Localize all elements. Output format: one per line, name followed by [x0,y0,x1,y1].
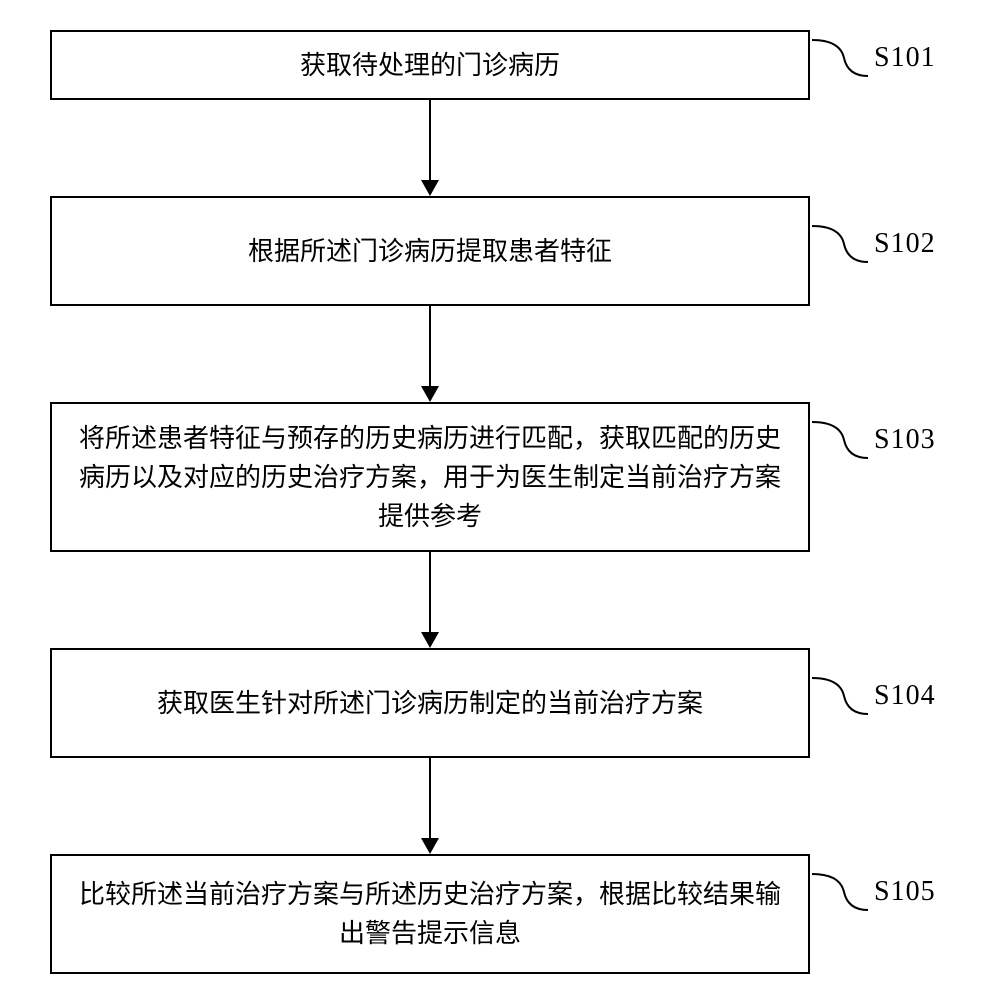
flow-box-s104: 获取医生针对所述门诊病历制定的当前治疗方案 [50,648,810,758]
flow-box-text: 根据所述门诊病历提取患者特征 [248,232,612,271]
step-label: S105 [870,876,936,908]
flow-step: 根据所述门诊病历提取患者特征 S102 [50,196,950,306]
flow-box-text: 比较所述当前治疗方案与所述历史治疗方案，根据比较结果输出警告提示信息 [70,875,790,953]
curve-connector-icon [810,872,870,912]
arrow-down-icon [421,838,439,854]
step-label-wrap: S101 [810,38,936,78]
arrow-down-icon [421,386,439,402]
curve-connector-icon [810,676,870,716]
curve-connector-icon [810,38,870,78]
step-label: S103 [870,424,936,456]
flow-box-s102: 根据所述门诊病历提取患者特征 [50,196,810,306]
step-label: S104 [870,680,936,712]
arrow-line [429,100,431,180]
arrow-line [429,552,431,632]
arrow-down-icon [421,632,439,648]
curve-connector-icon [810,224,870,264]
flow-arrow [50,306,810,402]
step-label-wrap: S102 [810,224,936,264]
curve-connector-icon [810,420,870,460]
flow-box-s105: 比较所述当前治疗方案与所述历史治疗方案，根据比较结果输出警告提示信息 [50,854,810,974]
flow-box-text: 获取待处理的门诊病历 [300,46,560,85]
flow-step: 比较所述当前治疗方案与所述历史治疗方案，根据比较结果输出警告提示信息 S105 [50,854,950,974]
flow-box-text: 将所述患者特征与预存的历史病历进行匹配，获取匹配的历史病历以及对应的历史治疗方案… [70,419,790,536]
flow-step: 获取待处理的门诊病历 S101 [50,30,950,100]
flow-arrow [50,100,810,196]
flow-box-s101: 获取待处理的门诊病历 [50,30,810,100]
flow-box-text: 获取医生针对所述门诊病历制定的当前治疗方案 [157,684,703,723]
step-label-wrap: S104 [810,676,936,716]
flow-box-s103: 将所述患者特征与预存的历史病历进行匹配，获取匹配的历史病历以及对应的历史治疗方案… [50,402,810,552]
arrow-down-icon [421,180,439,196]
flow-arrow [50,552,810,648]
flowchart-container: 获取待处理的门诊病历 S101 根据所述门诊病历提取患者特征 S102 将所述患者特征与… [50,30,950,974]
step-label-wrap: S103 [810,420,936,460]
arrow-line [429,758,431,838]
flow-step: 获取医生针对所述门诊病历制定的当前治疗方案 S104 [50,648,950,758]
flow-step: 将所述患者特征与预存的历史病历进行匹配，获取匹配的历史病历以及对应的历史治疗方案… [50,402,950,552]
arrow-line [429,306,431,386]
step-label: S102 [870,228,936,260]
step-label: S101 [870,42,936,74]
flow-arrow [50,758,810,854]
step-label-wrap: S105 [810,872,936,912]
